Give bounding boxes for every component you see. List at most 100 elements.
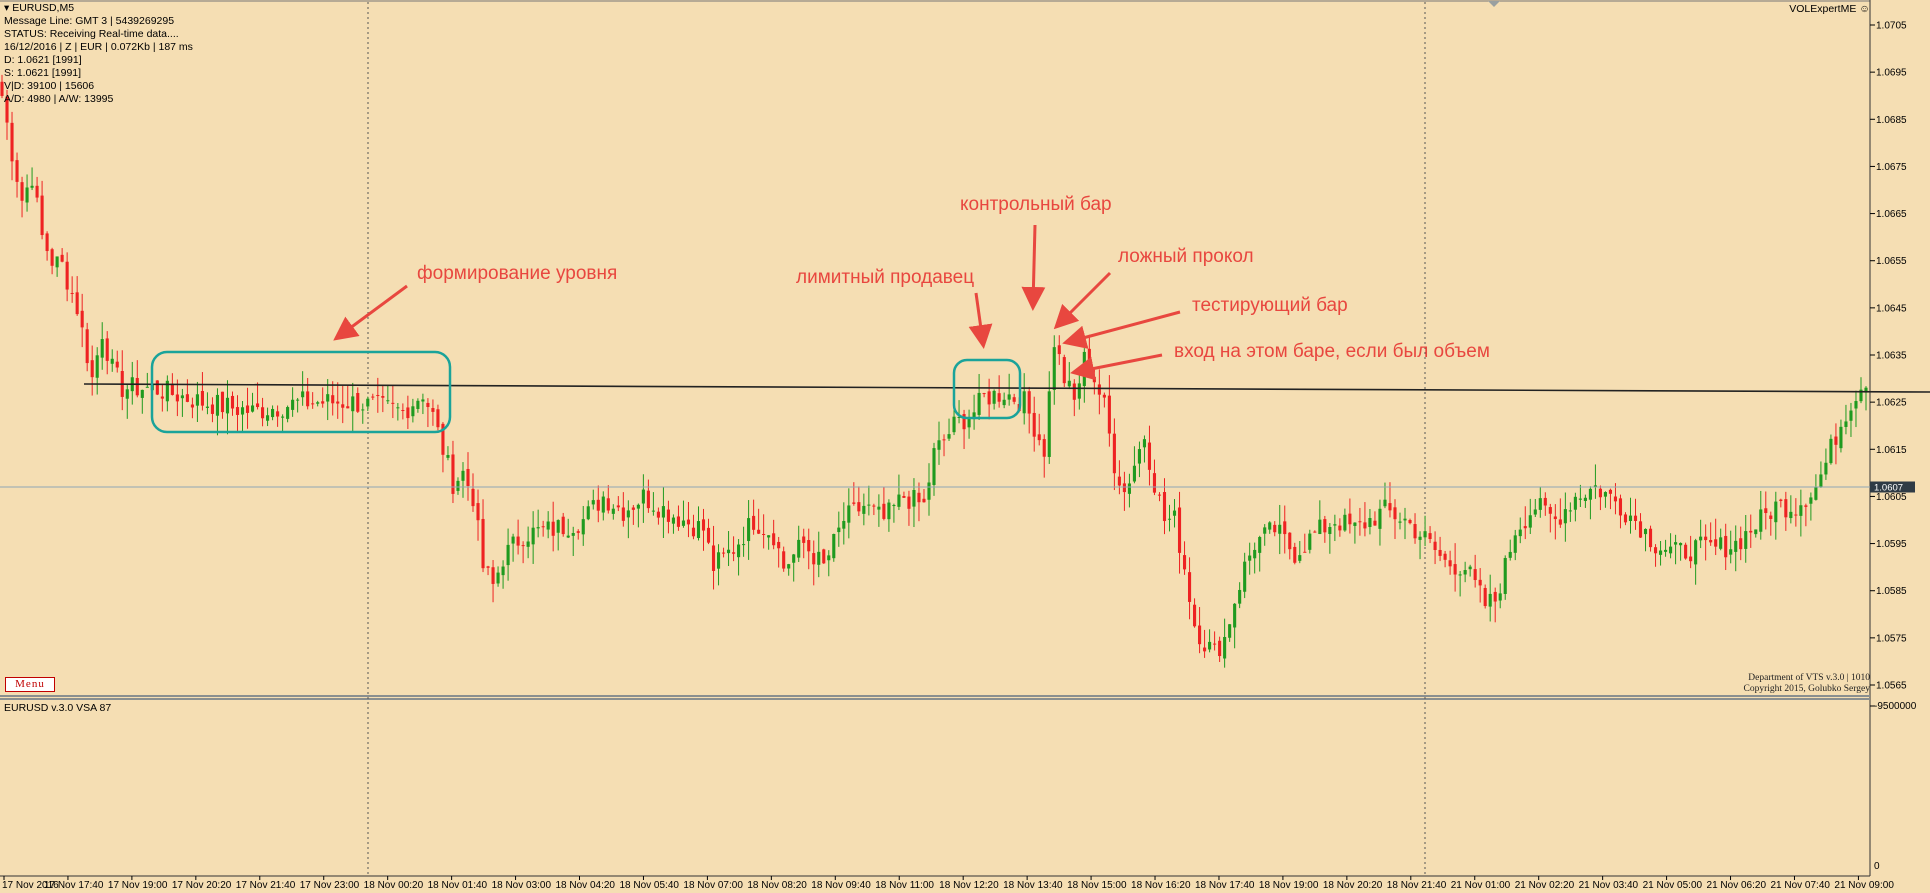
indicator-axis-top-label: -9500000: [1874, 701, 1917, 712]
candle-body: [100, 339, 104, 358]
time-tick-label: 18 Nov 07:00: [683, 880, 743, 891]
candle-body: [1152, 473, 1157, 493]
candle-body: [461, 470, 465, 481]
candle-body: [1478, 579, 1482, 586]
candle-body: [732, 552, 736, 554]
shift-marker-icon[interactable]: [1488, 1, 1500, 7]
candle-body: [90, 360, 94, 378]
candle-body: [546, 521, 550, 530]
candle-body: [346, 406, 350, 409]
time-tick-label: 17 Nov 2016: [2, 880, 59, 891]
candle-body: [396, 407, 400, 409]
candle-body: [1739, 538, 1743, 550]
candle-body: [331, 395, 335, 404]
candle-body: [506, 544, 510, 566]
candle-body: [957, 416, 961, 418]
candle-body: [266, 415, 270, 421]
candle-body: [917, 492, 921, 503]
candle-body: [1664, 549, 1668, 552]
candle-body: [1213, 643, 1217, 645]
level-forming-box[interactable]: [150, 350, 452, 434]
menu-button[interactable]: Menu: [5, 677, 55, 692]
time-tick-label: 17 Nov 20:20: [172, 880, 232, 891]
candle-body: [225, 397, 230, 414]
candle-body: [511, 536, 515, 544]
candle-body: [1493, 591, 1497, 602]
candle-body: [255, 403, 260, 408]
candle-body: [1528, 515, 1532, 528]
candle-body: [1719, 537, 1723, 549]
candle-body: [220, 391, 225, 413]
candle-body: [281, 416, 285, 418]
candle-body: [496, 572, 500, 584]
annotation-false-break: ложный прокол: [1118, 246, 1254, 267]
candle-body: [867, 504, 871, 506]
time-tick-label: 21 Nov 03:40: [1579, 880, 1639, 891]
horizontal-level-line[interactable]: [83, 383, 1930, 393]
candle-body: [872, 505, 876, 507]
chart-background: [0, 0, 1870, 876]
candle-body: [210, 404, 215, 414]
candle-body: [1849, 410, 1853, 421]
candle-body: [431, 408, 435, 412]
candle-body: [536, 527, 540, 529]
candle-body: [661, 506, 665, 518]
level-forming-arrow: [333, 284, 408, 341]
candle-body: [1819, 474, 1823, 487]
candle-body: [356, 392, 360, 412]
candle-body: [291, 399, 295, 410]
candle-body: [1177, 507, 1182, 553]
candle-body: [807, 540, 811, 552]
candle-body: [245, 405, 250, 413]
candle-body: [1699, 536, 1703, 541]
candle-body: [1428, 533, 1432, 540]
candle-body: [401, 410, 405, 412]
candle-body: [1864, 387, 1868, 393]
candle-body: [787, 564, 791, 569]
candle-body: [336, 401, 340, 404]
candle-body: [691, 527, 696, 537]
candle-body: [30, 185, 34, 188]
candle-body: [1804, 505, 1808, 507]
candle-body: [1548, 507, 1552, 514]
candle-body: [195, 394, 199, 406]
candle-body: [1623, 514, 1628, 523]
candle-body: [1628, 515, 1633, 521]
candle-body: [1709, 540, 1713, 543]
candle-body: [812, 553, 816, 565]
candle-body: [235, 407, 240, 415]
candle-body: [1112, 433, 1116, 474]
candle-body: [376, 395, 380, 397]
candle-body: [416, 400, 420, 409]
candle-body: [1087, 348, 1091, 377]
candle-body: [411, 406, 415, 417]
candle-body: [1714, 539, 1718, 547]
candle-body: [446, 455, 450, 458]
candle-body: [1047, 391, 1051, 457]
candle-body: [882, 503, 886, 519]
candle-body: [827, 555, 831, 561]
candle-body: [1193, 604, 1197, 627]
candle-body: [1268, 522, 1272, 530]
candle-body: [1518, 529, 1522, 537]
candle-body: [180, 395, 184, 399]
candle-body: [952, 416, 956, 433]
candle-body: [1147, 442, 1152, 470]
candle-body: [1187, 572, 1192, 602]
symbol-title[interactable]: ▾ EURUSD,M5: [4, 2, 75, 14]
candle-body: [1253, 549, 1257, 559]
time-tick-label: 18 Nov 01:40: [428, 880, 488, 891]
candle-body: [1423, 531, 1427, 538]
annotation-entry: вход на этом баре, если был объем: [1174, 341, 1490, 362]
candle-body: [1659, 550, 1663, 555]
limit-seller-box[interactable]: [952, 358, 1022, 420]
price-tick-label: 1.0605: [1876, 492, 1907, 503]
candle-body: [1563, 509, 1567, 524]
candle-body: [1298, 555, 1302, 561]
candle-body: [316, 402, 320, 404]
candle-body: [1483, 587, 1487, 607]
candle-body: [486, 566, 490, 568]
candle-body: [1774, 501, 1778, 523]
candle-body: [651, 510, 655, 512]
